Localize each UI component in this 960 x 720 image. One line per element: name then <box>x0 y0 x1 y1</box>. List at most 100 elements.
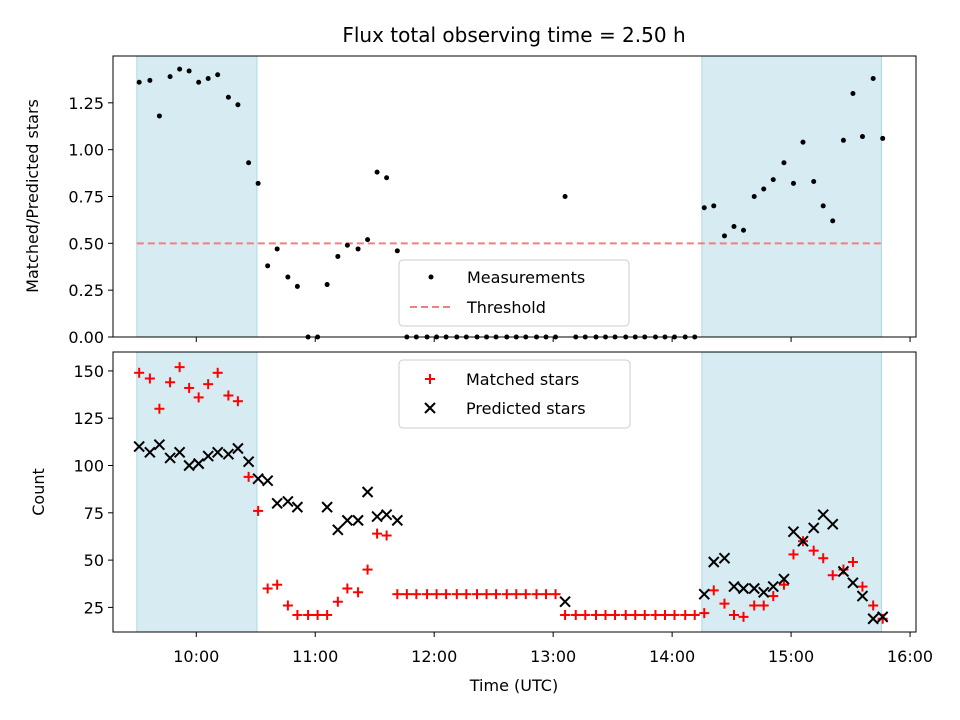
top-y-tick-label: 0.00 <box>68 328 104 347</box>
matched-star-point <box>768 591 779 602</box>
matched-star-point <box>857 581 868 592</box>
predicted-star-point <box>708 556 720 568</box>
top-y-tick-label: 1.25 <box>68 94 104 113</box>
matched-star-point <box>708 585 719 596</box>
matched-star-point <box>491 589 502 600</box>
predicted-star-point <box>202 450 214 462</box>
predicted-star-point <box>698 588 710 600</box>
matched-star-point <box>610 609 621 620</box>
bottom-y-tick-label: 75 <box>84 504 104 523</box>
measurement-point <box>215 72 221 78</box>
matched-star-point <box>630 609 641 620</box>
bottom-legend: Matched stars Predicted stars <box>398 359 631 429</box>
predicted-star-point <box>807 522 820 534</box>
measurement-point <box>355 246 361 252</box>
bottom-panel-frame <box>112 351 917 633</box>
measurement-point <box>790 180 796 186</box>
bottom-x-tick-label: 13:00 <box>530 647 576 666</box>
predicted-star-point <box>559 596 571 608</box>
matched-star-point <box>174 362 185 373</box>
predicted-star-point <box>242 456 255 468</box>
matched-star-point <box>699 608 710 619</box>
measurement-point <box>205 75 211 81</box>
matched-star-point <box>372 528 383 539</box>
predicted-star-point <box>748 582 760 595</box>
matched-star-point <box>243 471 254 482</box>
bottom-x-tick-label: 10:00 <box>173 647 219 666</box>
matched-star-point <box>262 583 273 594</box>
predicted-star-point <box>361 486 374 498</box>
measurement-point <box>711 203 717 209</box>
predicted-star-point <box>271 497 283 510</box>
top-y-tick-label: 0.75 <box>68 188 104 207</box>
measurement-point <box>374 169 380 175</box>
measurement-point <box>167 74 173 80</box>
matched-star-point <box>461 589 472 600</box>
measurement-point <box>859 134 865 140</box>
measurement-point <box>820 203 826 209</box>
matched-star-point <box>560 609 571 620</box>
predicted-star-point <box>282 495 294 508</box>
matched-star-point <box>738 611 749 622</box>
predicted-star-point <box>737 582 750 595</box>
bottom-legend-box <box>398 359 631 429</box>
matched-star-point <box>600 609 611 620</box>
measurement-point <box>741 227 747 233</box>
matched-star-point <box>203 379 214 390</box>
predicted-star-point <box>718 552 731 564</box>
top-legend: Measurements Threshold <box>398 259 630 327</box>
bottom-x-tick-label: 11:00 <box>292 647 338 666</box>
matched-star-point <box>401 589 412 600</box>
matched-star-point <box>838 564 849 575</box>
measurement-point <box>274 246 280 252</box>
matched-star-point <box>165 377 176 388</box>
chart-title: Flux total observing time = 2.50 h <box>342 23 685 47</box>
measurement-point <box>800 139 806 145</box>
predicted-star-point <box>728 580 740 593</box>
top-y-tick-label: 1.00 <box>68 141 104 160</box>
bottom-y-axis-label: Count <box>29 468 48 516</box>
measurement-point <box>880 135 886 141</box>
matched-star-point <box>322 609 333 620</box>
measurement-point <box>781 160 787 166</box>
predicted-star-point <box>222 448 235 460</box>
measurement-point <box>731 223 737 229</box>
matched-star-point <box>501 589 512 600</box>
matched-star-point <box>422 589 433 600</box>
matched-star-point <box>590 609 601 620</box>
measurement-point <box>177 66 183 72</box>
matched-star-point <box>431 589 442 600</box>
legend-plus-glyph <box>425 374 435 384</box>
matched-star-point <box>749 600 760 611</box>
predicted-star-point <box>380 508 393 521</box>
top-legend-box <box>398 259 630 327</box>
predicted-star-point <box>232 442 244 455</box>
matched-star-point <box>134 367 145 378</box>
top-y-tick-label: 0.50 <box>68 234 104 253</box>
matched-star-point <box>689 609 700 620</box>
bottom-y-tick-label: 100 <box>73 457 104 476</box>
matched-star-point <box>827 570 838 581</box>
predicted-star-point <box>164 452 176 464</box>
matched-star-point <box>758 600 769 611</box>
matched-star-point <box>144 373 155 384</box>
bottom-shaded-region <box>136 351 258 633</box>
measurement-point <box>811 179 817 185</box>
matched-star-point <box>303 609 314 620</box>
predicted-star-point <box>153 438 166 451</box>
measurement-point <box>562 194 568 199</box>
measurement-point <box>136 79 142 85</box>
matched-star-point <box>877 613 888 624</box>
bottom-panel: 25 50 75 100 125 150 10:00 11:00 12:00 13:00 14:0… <box>29 351 933 695</box>
measurement-point <box>840 137 846 143</box>
matched-star-point <box>669 609 680 620</box>
matched-star-point <box>778 579 789 590</box>
predicted-star-point <box>827 518 839 530</box>
measurement-point <box>156 113 162 119</box>
predicted-star-point <box>778 573 790 585</box>
matched-star-point <box>332 596 343 607</box>
predicted-star-point <box>332 524 344 536</box>
measurement-point <box>246 160 252 166</box>
top-y-axis-label: Matched/Predicted stars <box>23 99 42 293</box>
measurement-point <box>761 186 767 192</box>
